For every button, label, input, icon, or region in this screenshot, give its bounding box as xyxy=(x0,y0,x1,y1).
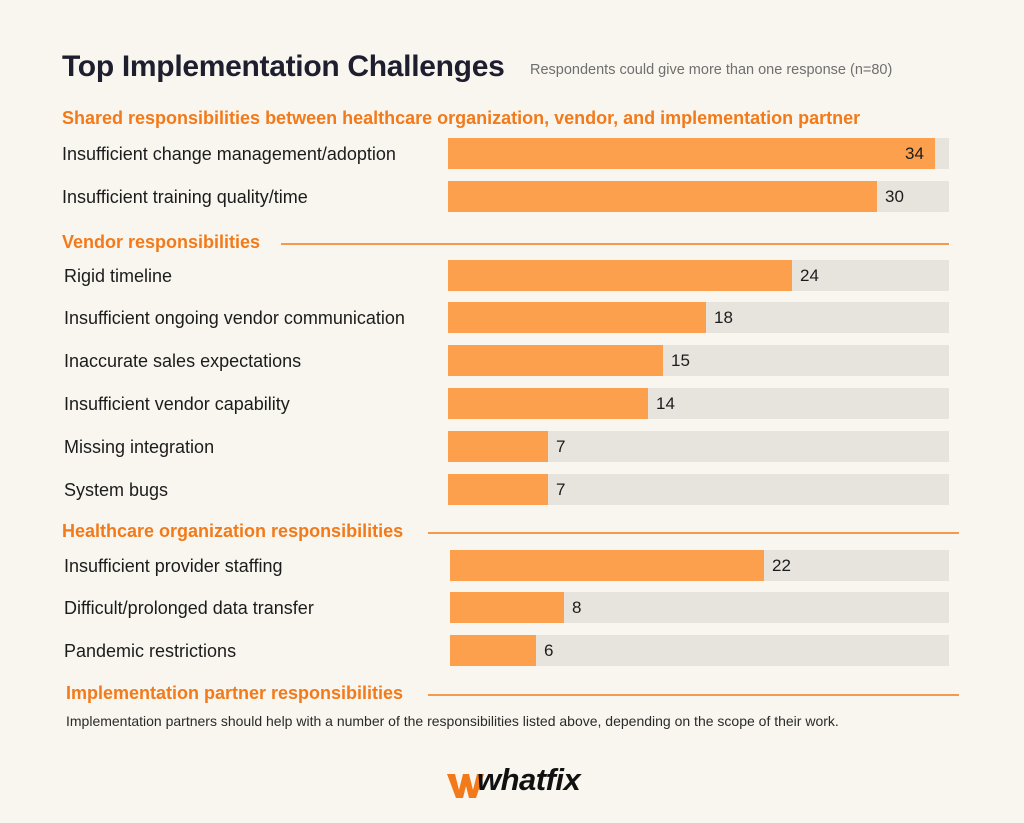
bar-label: Rigid timeline xyxy=(64,266,173,286)
bar xyxy=(448,181,877,212)
bar-label: Missing integration xyxy=(64,437,215,457)
bar-value-label: 34 xyxy=(905,144,924,163)
bar-value-label: 14 xyxy=(656,394,675,413)
bar xyxy=(450,635,536,666)
section-heading: Vendor responsibilities xyxy=(62,232,261,252)
bar-label: Insufficient provider staffing xyxy=(64,556,283,576)
bar-value-label: 15 xyxy=(671,351,690,370)
bar xyxy=(448,302,706,333)
bar xyxy=(448,260,792,291)
bar-label: System bugs xyxy=(64,480,169,500)
section-divider xyxy=(428,532,959,534)
bar-value-label: 7 xyxy=(556,437,566,456)
bar xyxy=(450,550,764,581)
bar xyxy=(448,345,663,376)
bar xyxy=(448,388,648,419)
bar-label: Difficult/prolonged data transfer xyxy=(64,598,314,618)
bar-label: Insufficient ongoing vendor communicatio… xyxy=(64,308,405,328)
bar-value-label: 18 xyxy=(714,308,733,327)
section-heading: Shared responsibilities between healthca… xyxy=(62,108,861,128)
bar xyxy=(448,474,548,505)
section-divider xyxy=(281,243,949,245)
bar-label: Pandemic restrictions xyxy=(64,641,237,661)
whatfix-logo-icon xyxy=(447,774,484,798)
bar-value-label: 30 xyxy=(885,187,904,206)
chart-title: Top Implementation Challenges xyxy=(62,50,505,83)
bar-value-label: 8 xyxy=(572,598,582,617)
section-heading: Implementation partner responsibilities xyxy=(66,683,404,703)
section-divider xyxy=(428,694,959,696)
bar-value-label: 22 xyxy=(772,556,791,575)
bar-label: Inaccurate sales expectations xyxy=(64,351,302,371)
bar xyxy=(448,138,935,169)
bar-label: Insufficient vendor capability xyxy=(64,394,290,414)
section-heading: Healthcare organization responsibilities xyxy=(62,521,404,541)
bar-value-label: 24 xyxy=(800,266,819,285)
bar xyxy=(448,431,548,462)
bar-label: Insufficient training quality/time xyxy=(62,187,308,207)
bar-label: Insufficient change management/adoption xyxy=(62,144,396,164)
footnote: Implementation partners should help with… xyxy=(66,713,839,729)
brand-wordmark: whatfix xyxy=(477,762,581,797)
bar-value-label: 6 xyxy=(544,641,554,660)
bar xyxy=(450,592,564,623)
bar-value-label: 7 xyxy=(556,480,566,499)
chart-subtitle: Respondents could give more than one res… xyxy=(530,62,893,78)
